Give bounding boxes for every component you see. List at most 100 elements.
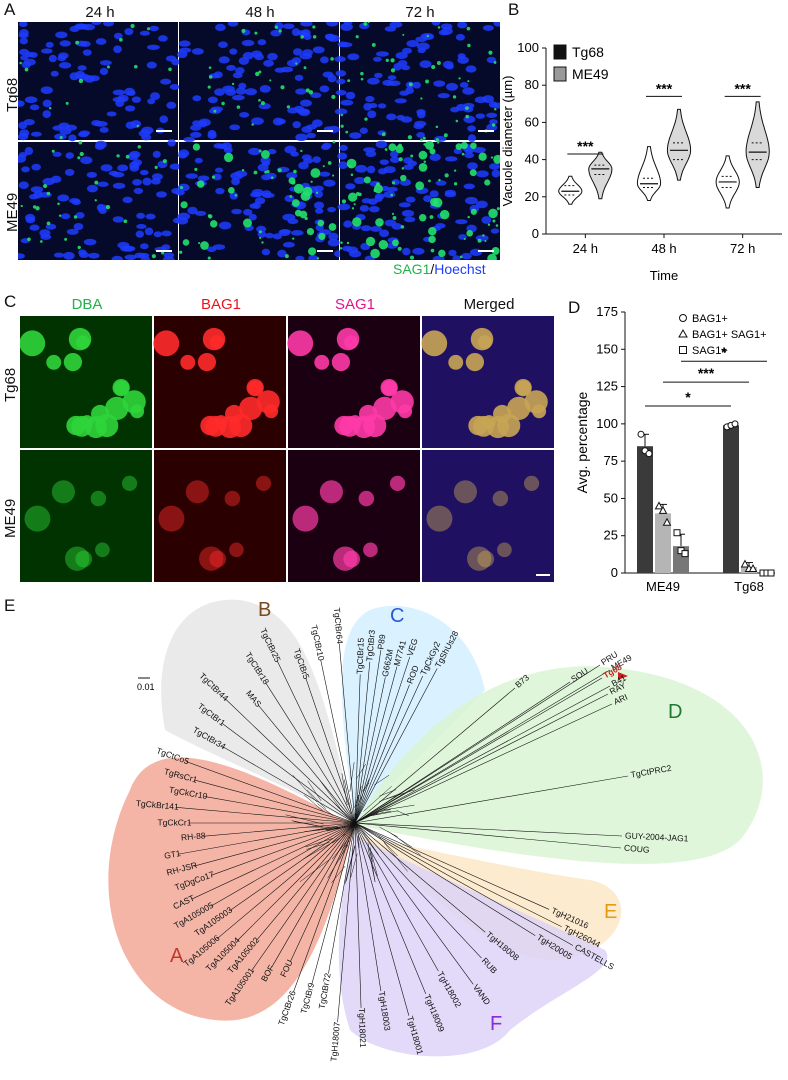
nucleus [345,91,356,100]
legend-swatch [553,66,567,82]
sag1-signal [418,150,428,160]
branch [354,684,410,824]
nucleus [398,202,411,208]
branch [354,822,550,910]
nucleus [261,248,271,256]
y-tick-label: 20 [525,189,539,204]
nucleus [29,224,40,231]
network-edge [372,809,391,814]
micrograph-tile [177,22,340,143]
nucleus [295,255,305,260]
sag1-signal [391,181,396,185]
panel-c-col-title: DBA [71,296,103,313]
nucleus [328,232,339,241]
nucleus [379,159,389,165]
sag1-signal [488,208,498,219]
nucleus [113,32,123,40]
sag1-signal [327,161,332,165]
nucleus [462,87,475,95]
nucleus [111,255,124,260]
cyst [465,352,485,372]
nucleus [156,191,167,198]
nucleus [308,254,319,260]
sag1-signal [388,143,397,152]
sag1-signal [134,64,138,69]
nucleus [282,241,295,248]
nucleus [215,187,225,195]
nucleus [300,22,313,27]
sag1-signal [347,79,351,83]
nucleus [323,179,336,187]
sag1-stain-label: SAG1 [393,261,431,277]
sag1-signal [51,149,55,153]
cyst [63,352,83,372]
nucleus [334,108,348,115]
cyst [75,335,90,350]
sag1-signal [266,170,270,174]
nucleus [263,59,274,67]
nucleus [337,203,351,211]
cyst [467,546,492,571]
nucleus [457,22,468,29]
network-edge [350,853,358,878]
cyst [333,546,358,571]
sag1-signal [352,217,362,227]
nucleus [481,216,492,224]
branch [354,822,536,936]
sag1-signal [207,85,211,89]
nucleus [29,104,40,111]
network-edge [303,794,324,812]
nucleus [402,47,412,54]
nucleus [112,216,124,223]
x-tick-label: Tg68 [734,579,764,594]
nucleus [238,82,247,90]
branch [265,682,356,824]
nucleus [391,223,403,230]
nucleus [57,194,70,202]
nucleus [106,111,117,117]
nucleus [187,206,198,215]
sag1-signal [303,66,307,70]
sag1-signal [423,160,427,163]
legend-label: ME49 [572,66,609,82]
nucleus [338,161,348,170]
sag1-signal [310,180,313,183]
nucleus [231,94,245,101]
sag1-signal [137,145,141,149]
sag1-signal [397,246,402,251]
cyst [51,480,75,504]
nucleus [393,63,402,71]
sag1-signal [360,71,364,76]
branch [354,668,438,824]
sag1-signal [430,248,435,253]
network-edge [367,842,373,862]
nucleus [298,161,309,170]
sag1-signal [59,135,63,140]
cyst [75,550,93,568]
sag1-signal [420,138,423,142]
micrograph-tile [20,450,152,582]
scale-bar-label: 0.01 [137,682,155,692]
sag1-signal [350,173,354,177]
sag1-signal [400,225,405,229]
clade-region-D [355,666,763,864]
network-edge [327,844,349,879]
branch [328,822,356,974]
nucleus [340,22,353,31]
branch [290,822,356,962]
significance-label: *** [734,80,751,96]
nucleus [467,162,478,170]
panel-c-col-title: BAG1 [200,296,242,313]
branch [177,822,356,855]
legend-label: BAG1+ SAG1+ [692,329,767,341]
nucleus [191,48,204,55]
micrograph-tile [421,316,554,448]
sag1-signal [490,156,494,159]
sag1-signal [198,242,201,245]
nucleus [183,136,196,143]
sag1-signal [360,77,364,81]
nucleus [96,203,106,212]
sag1-signal [168,67,172,72]
sag1-signal [453,182,458,186]
nucleus [254,53,264,61]
